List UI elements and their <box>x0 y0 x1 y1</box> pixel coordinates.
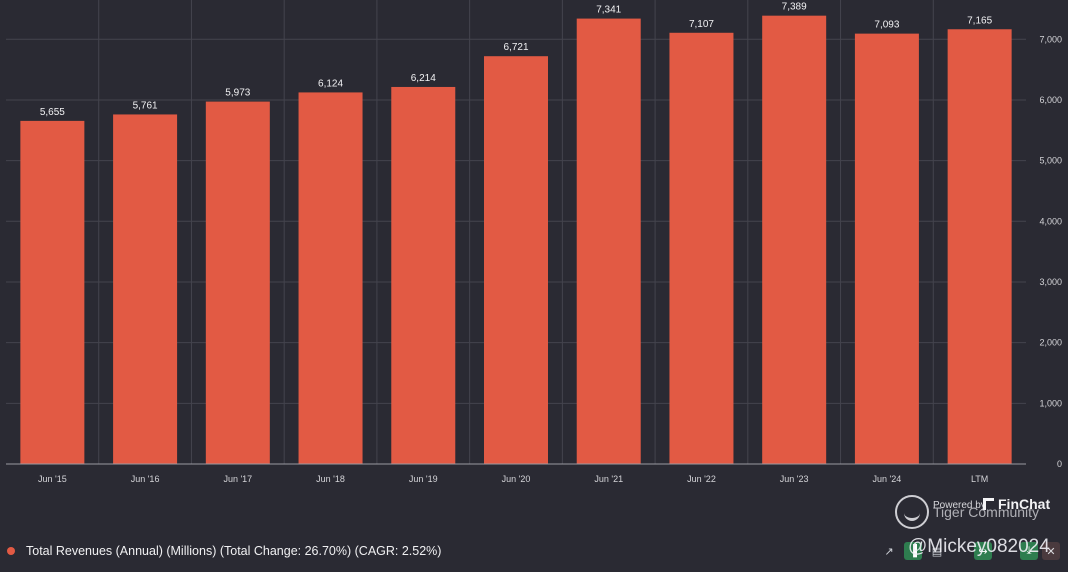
bar <box>762 15 827 465</box>
y-tick-label: 5,000 <box>1039 156 1062 166</box>
revenue-bar-chart: 5,655 Jun '15 5,761 Jun '16 5,973 Jun '17 6,12… <box>6 0 1062 484</box>
bar-value-label: 7,165 <box>967 15 992 26</box>
y-tick-label: 1,000 <box>1039 398 1062 408</box>
bar <box>20 120 85 464</box>
y-tick-label: 7,000 <box>1039 34 1062 44</box>
bar-value-label: 7,389 <box>782 2 807 13</box>
x-tick-label: Jun '15 <box>38 474 67 484</box>
finchat-text: FinChat <box>998 496 1051 512</box>
finchat-logo-icon <box>983 498 994 510</box>
x-tick-label: Jun '23 <box>780 474 809 484</box>
x-tick-label: Jun '17 <box>223 474 252 484</box>
x-tick-label: Jun '21 <box>594 474 623 484</box>
x-tick-label: Jun '19 <box>409 474 438 484</box>
bar-chart-icon[interactable]: ▐ <box>904 542 922 560</box>
bar <box>484 56 548 464</box>
bar-value-label: 6,214 <box>411 73 436 84</box>
bar <box>854 33 919 464</box>
tiger-community-text: Tiger Community <box>933 504 1040 520</box>
bar-value-label: 5,973 <box>225 88 250 99</box>
bar-value-label: 6,124 <box>318 78 343 89</box>
y-tick-label: 2,000 <box>1039 338 1062 348</box>
table-icon[interactable]: ▤ <box>931 545 943 558</box>
share-icon[interactable]: ↪ <box>974 542 992 560</box>
bar <box>113 114 178 464</box>
watermark-handle: @Mickey082024 <box>908 536 1050 557</box>
bar-value-label: 7,093 <box>874 20 899 31</box>
x-tick-label: Jun '16 <box>131 474 160 484</box>
line-chart-icon[interactable]: ↗ <box>884 545 894 558</box>
y-tick-label: 0 <box>1057 459 1062 469</box>
bar <box>669 32 734 464</box>
y-tick-label: 6,000 <box>1039 95 1062 105</box>
bar <box>947 29 1012 464</box>
powered-by-text: Powered by <box>933 500 986 511</box>
bar <box>298 92 363 464</box>
bar-value-label: 7,107 <box>689 19 714 30</box>
bar <box>205 101 270 464</box>
y-tick-label: 4,000 <box>1039 216 1062 226</box>
watermark: Powered by FinChat Tiger Community <box>895 494 1065 534</box>
bar <box>576 18 641 464</box>
bar-value-label: 7,341 <box>596 5 621 16</box>
bar-value-label: 6,721 <box>503 42 528 53</box>
close-icon[interactable]: ✕ <box>1042 542 1060 560</box>
x-tick-label: Jun '22 <box>687 474 716 484</box>
x-tick-label: Jun '20 <box>502 474 531 484</box>
y-tick-label: 3,000 <box>1039 277 1062 287</box>
bar-value-label: 5,761 <box>133 100 158 111</box>
x-tick-label: LTM <box>971 474 988 484</box>
x-tick-label: Jun '24 <box>873 474 902 484</box>
x-tick-label: Jun '18 <box>316 474 345 484</box>
bar <box>391 86 456 464</box>
bar-value-label: 5,655 <box>40 107 65 118</box>
legend-color-dot <box>7 547 15 555</box>
tiger-logo-icon <box>895 495 929 529</box>
legend-label[interactable]: Total Revenues (Annual) (Millions) (Tota… <box>26 544 442 558</box>
download-icon[interactable]: ⤓ <box>1020 542 1038 560</box>
